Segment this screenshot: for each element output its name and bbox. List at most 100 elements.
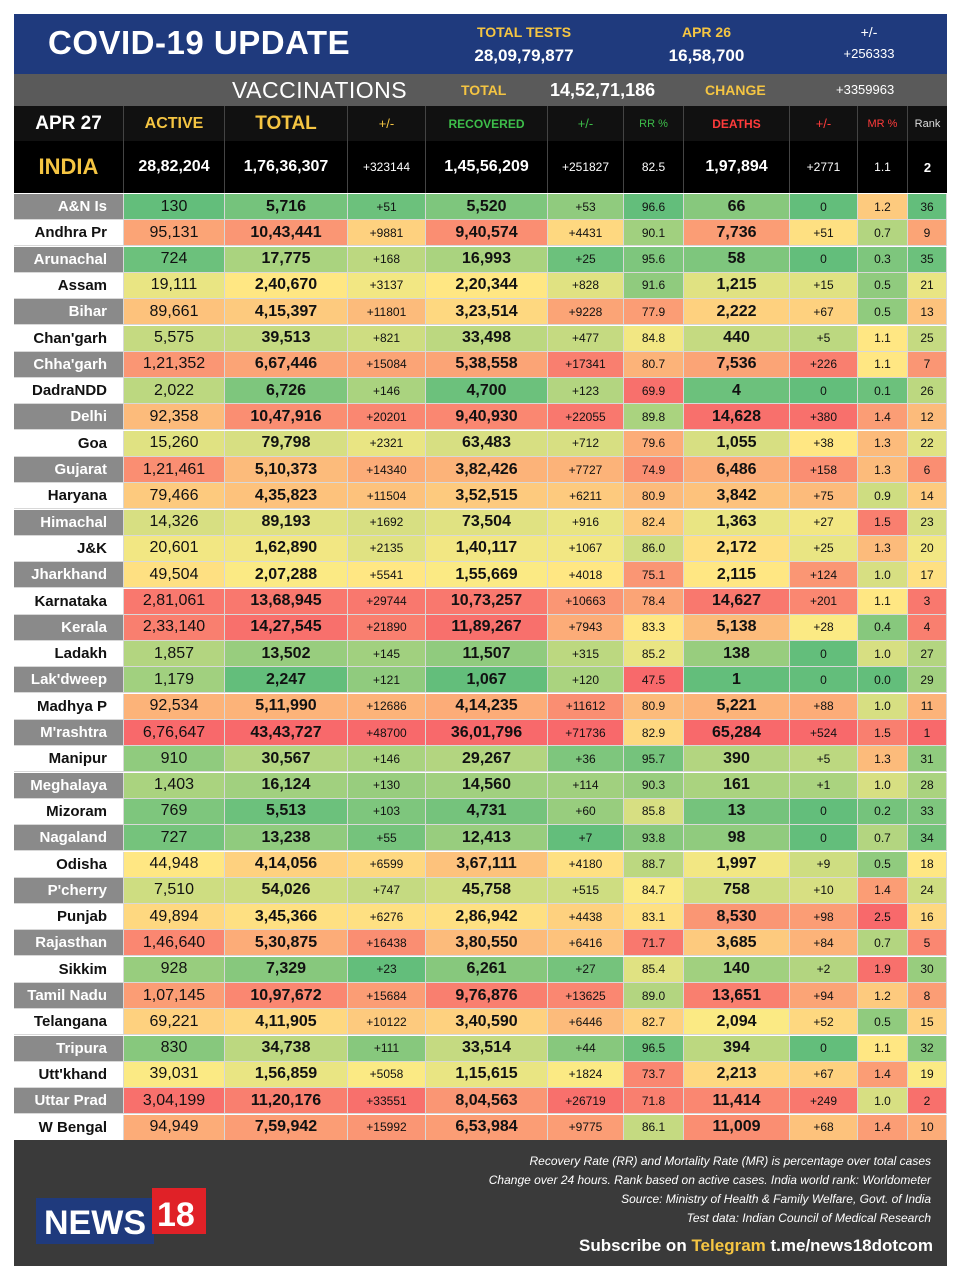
total-change: +10122 — [348, 1009, 426, 1036]
rec-change: +11612 — [548, 693, 624, 720]
active: 1,21,461 — [124, 457, 225, 483]
deaths: 2,115 — [684, 562, 790, 589]
total-change: +48700 — [348, 720, 426, 746]
state-name: M'rashtra — [14, 720, 124, 746]
rec-change: +7943 — [548, 614, 624, 641]
rec-change: +13625 — [548, 983, 624, 1009]
recovered: 45,758 — [426, 877, 548, 904]
death-change: +27 — [790, 509, 858, 536]
table-row: Nagaland 727 13,238 +55 12,413 +7 93.8 98 0 0.7 34 — [14, 825, 947, 852]
active: 14,326 — [124, 509, 225, 536]
recovered: 3,40,590 — [426, 1009, 548, 1036]
active: 94,949 — [124, 1114, 225, 1141]
active: 15,260 — [124, 430, 225, 457]
note-test-data: Test data: Indian Council of Medical Res… — [686, 1211, 931, 1225]
death-change: +38 — [790, 430, 858, 457]
rr: 82.9 — [624, 720, 684, 746]
death-change: +68 — [790, 1114, 858, 1141]
deaths: 58 — [684, 246, 790, 273]
death-change: +98 — [790, 904, 858, 931]
total: 14,27,545 — [225, 614, 348, 641]
rr: 73.7 — [624, 1061, 684, 1088]
vaccinations-total-label: TOTAL — [461, 82, 507, 98]
recovered: 2,86,942 — [426, 904, 548, 931]
table-row: Delhi 92,358 10,47,916 +20201 9,40,930 +22055… — [14, 404, 947, 431]
rank: 1 — [908, 720, 947, 746]
rr: 84.7 — [624, 877, 684, 904]
india-name: INDIA — [14, 141, 124, 193]
mr: 0.5 — [858, 851, 908, 878]
daily-tests-label: APR 26 — [681, 24, 732, 40]
rank: 11 — [908, 693, 947, 720]
state-name: DadraNDD — [14, 378, 124, 405]
svg-text:NEWS: NEWS — [44, 1204, 146, 1242]
death-change: +25 — [790, 535, 858, 562]
rec-change: +7727 — [548, 457, 624, 483]
recovered: 3,80,550 — [426, 930, 548, 957]
recovered: 29,267 — [426, 746, 548, 773]
active: 39,031 — [124, 1061, 225, 1088]
total-change: +146 — [348, 378, 426, 405]
rr: 86.0 — [624, 535, 684, 562]
rec-change: +114 — [548, 772, 624, 799]
active: 830 — [124, 1035, 225, 1062]
total: 4,35,823 — [225, 483, 348, 510]
rr: 80.7 — [624, 351, 684, 378]
table-row: Mizoram 769 5,513 +103 4,731 +60 85.8 13 0 0.2 33 — [14, 798, 947, 825]
table-row: Manipur 910 30,567 +146 29,267 +36 95.7 390 +5 1.… — [14, 746, 947, 773]
total: 5,10,373 — [225, 457, 348, 483]
subscribe-prefix: Subscribe on — [579, 1236, 687, 1255]
rec-change: +4438 — [548, 904, 624, 931]
mr: 0.9 — [858, 483, 908, 510]
deaths: 7,736 — [684, 220, 790, 247]
total: 34,738 — [225, 1035, 348, 1062]
death-change: +2 — [790, 956, 858, 983]
rr: 90.3 — [624, 772, 684, 799]
col-death-change: +/- — [790, 106, 858, 141]
vaccinations-label: VACCINATIONS — [232, 77, 408, 103]
table-row: Haryana 79,466 4,35,823 +11504 3,52,515 +6211… — [14, 483, 947, 510]
col-total-change: +/- — [348, 106, 426, 141]
deaths: 13 — [684, 798, 790, 825]
rr: 82.7 — [624, 1009, 684, 1036]
col-rank: Rank — [914, 117, 941, 130]
state-name: Tamil Nadu — [14, 983, 124, 1009]
active: 69,221 — [124, 1009, 225, 1036]
total: 1,62,890 — [225, 535, 348, 562]
recovered: 9,40,930 — [426, 404, 548, 431]
rec-change: +60 — [548, 798, 624, 825]
rank: 3 — [908, 588, 947, 615]
table-row: DadraNDD 2,022 6,726 +146 4,700 +123 69.9 4 0 0.1… — [14, 378, 947, 405]
subscribe-link[interactable]: t.me/news18dotcom — [770, 1236, 934, 1255]
active: 928 — [124, 956, 225, 983]
total: 79,798 — [225, 430, 348, 457]
mr: 2.5 — [858, 904, 908, 931]
mr: 1.9 — [858, 956, 908, 983]
rank: 8 — [908, 983, 947, 1009]
table-row: Telangana 69,221 4,11,905 +10122 3,40,590 +64… — [14, 1009, 947, 1036]
rank: 34 — [908, 825, 947, 852]
total-change: +9881 — [348, 220, 426, 247]
state-name: Arunachal — [14, 246, 124, 273]
recovered: 9,76,876 — [426, 983, 548, 1009]
rank: 6 — [908, 457, 947, 483]
death-change: +51 — [790, 220, 858, 247]
total-change: +103 — [348, 798, 426, 825]
col-active: ACTIVE — [124, 106, 225, 141]
daily-tests-value: 16,58,700 — [668, 46, 745, 65]
rr: 96.5 — [624, 1035, 684, 1062]
recovered: 2,20,344 — [426, 272, 548, 299]
table-row: Odisha 44,948 4,14,056 +6599 3,67,111 +4180 88… — [14, 851, 947, 878]
recovered: 1,40,117 — [426, 535, 548, 562]
total-change: +5058 — [348, 1061, 426, 1088]
deaths: 14,628 — [684, 404, 790, 431]
state-name: Odisha — [14, 851, 124, 878]
recovered: 3,67,111 — [426, 851, 548, 878]
total-change: +2135 — [348, 535, 426, 562]
deaths: 1,363 — [684, 509, 790, 536]
rank: 13 — [908, 299, 947, 326]
recovered: 73,504 — [426, 509, 548, 536]
death-change: +249 — [790, 1088, 858, 1115]
rr: 83.3 — [624, 614, 684, 641]
deaths: 1 — [684, 667, 790, 694]
